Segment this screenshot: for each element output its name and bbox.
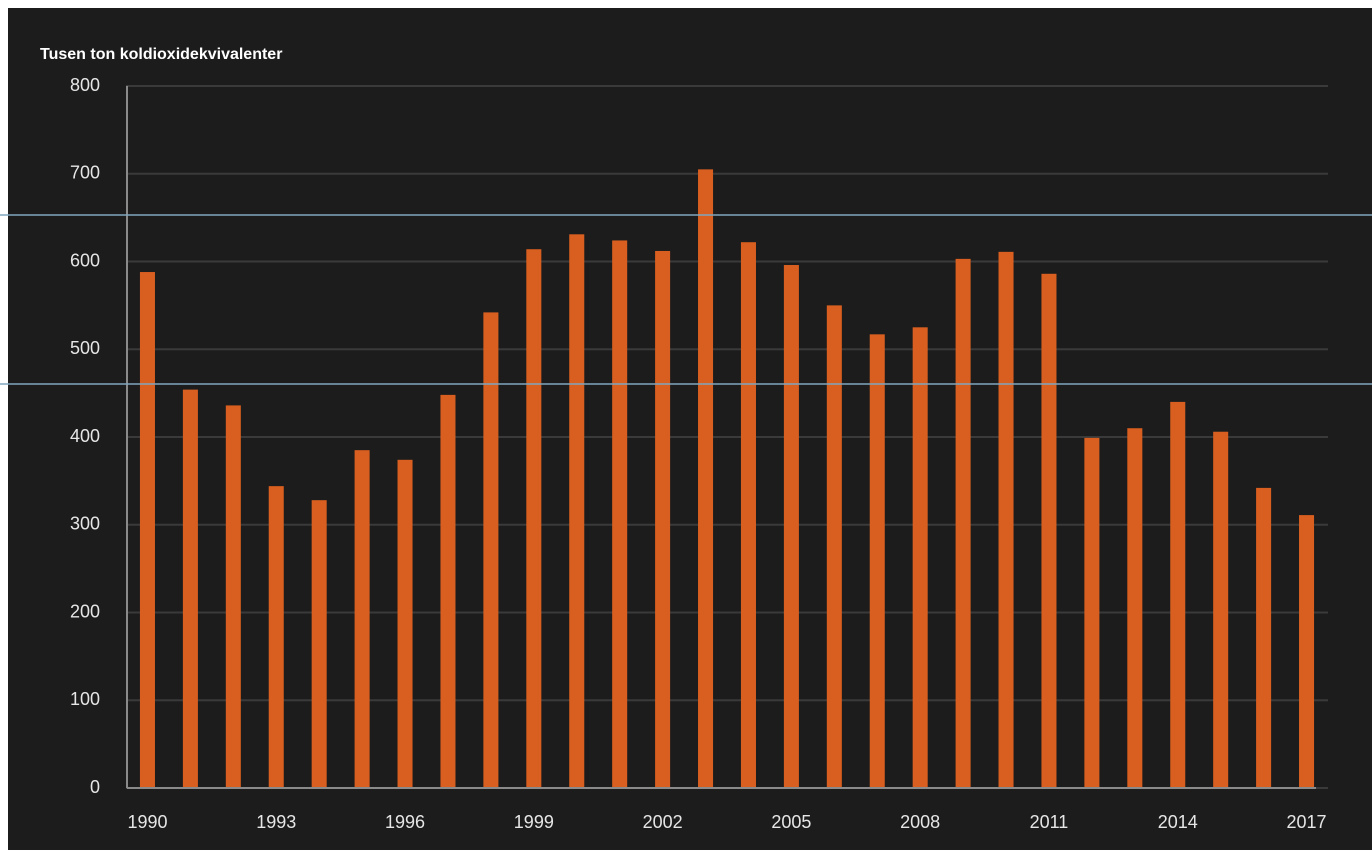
y-tick-label: 600	[70, 250, 100, 270]
x-tick-label: 2017	[1287, 812, 1327, 832]
chart-title: Tusen ton koldioxidekvivalenter	[40, 46, 282, 63]
bar	[182, 389, 198, 788]
y-tick-label: 700	[70, 163, 100, 183]
y-tick-label: 500	[70, 338, 100, 358]
bar	[655, 250, 671, 789]
bar	[1213, 431, 1229, 788]
bar	[397, 459, 413, 788]
bar	[225, 405, 241, 788]
x-tick-label: 2008	[900, 812, 940, 832]
bar	[139, 272, 155, 788]
y-tick-label: 300	[70, 514, 100, 534]
bar	[783, 265, 799, 788]
x-tick-label: 2002	[643, 812, 683, 832]
bar	[569, 234, 585, 789]
bar	[311, 500, 327, 788]
chart-background	[8, 8, 1372, 850]
x-tick-label: 2014	[1158, 812, 1198, 832]
x-tick-label: 1996	[385, 812, 425, 832]
bar	[354, 450, 370, 788]
bar	[268, 486, 284, 788]
x-tick-label: 2005	[771, 812, 811, 832]
bar	[1170, 401, 1186, 788]
bar	[826, 305, 842, 788]
bar	[912, 327, 928, 788]
bar	[440, 394, 456, 788]
bar	[698, 169, 714, 789]
bar	[955, 258, 971, 788]
bar	[483, 312, 499, 788]
y-tick-label: 100	[70, 689, 100, 709]
bar	[526, 249, 542, 789]
bar	[1041, 273, 1057, 788]
bar	[869, 334, 885, 788]
bar	[740, 242, 756, 788]
bar	[998, 251, 1014, 788]
x-tick-label: 1993	[256, 812, 296, 832]
x-tick-label: 2011	[1030, 812, 1069, 832]
y-tick-label: 800	[70, 75, 100, 95]
bar	[1299, 515, 1315, 788]
bar	[1256, 487, 1272, 788]
y-tick-label: 200	[70, 601, 100, 621]
y-tick-label: 0	[90, 777, 100, 797]
x-tick-label: 1990	[127, 812, 167, 832]
y-tick-label: 400	[70, 426, 100, 446]
bar	[612, 240, 628, 788]
x-tick-label: 1999	[514, 812, 554, 832]
bar	[1084, 437, 1100, 788]
bar	[1127, 428, 1143, 788]
